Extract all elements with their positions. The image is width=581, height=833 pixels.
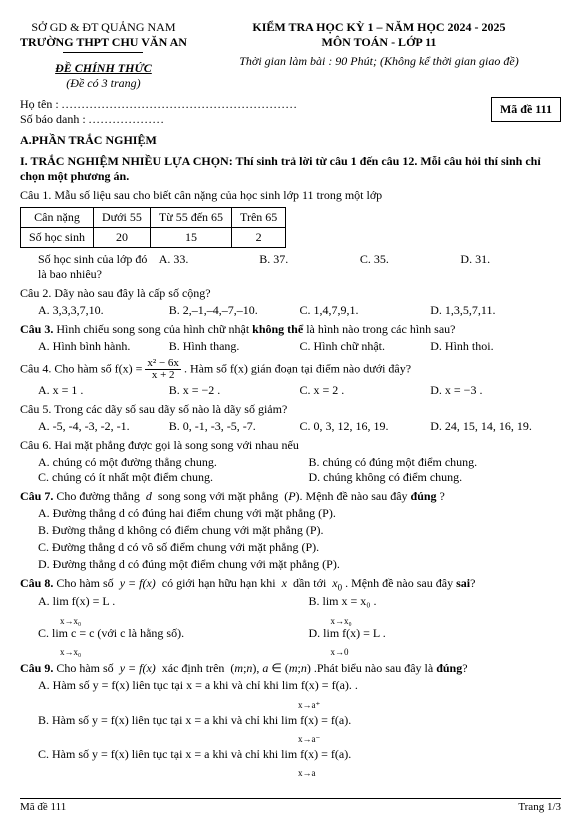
- q1-text: Câu 1. Mẫu số liệu sau cho biết cân nặng…: [20, 188, 561, 203]
- name-row: Mã đề 111 Họ tên : .....................…: [20, 97, 561, 127]
- q5-text: Câu 5. Trong các dãy số sau dãy số nào l…: [20, 402, 561, 417]
- footer: Mã đề 111 Trang 1/3: [20, 798, 561, 813]
- exam-title: KIỂM TRA HỌC KỲ 1 – NĂM HỌC 2024 - 2025: [197, 20, 561, 35]
- q7-text: Câu 7. Cho đường thẳng d song song với m…: [20, 489, 561, 504]
- divider: [63, 52, 143, 53]
- footer-right: Trang 1/3: [518, 801, 561, 813]
- q6-answers: A. chúng có một đường thẳng chung. B. ch…: [20, 455, 561, 470]
- q4-fraction: x² − 6x x + 2: [145, 358, 181, 381]
- id-line: Số báo danh : ...................: [20, 112, 561, 127]
- dept-line: SỞ GD & ĐT QUẢNG NAM: [20, 20, 187, 35]
- exam-code: Mã đề 111: [491, 97, 561, 122]
- q8-row2: C. lim c = c (với c là hằng số).x→x₀ D. …: [20, 626, 561, 657]
- q2-text: Câu 2. Dãy nào sau đây là cấp số cộng?: [20, 286, 561, 301]
- section-a-title: A.PHẦN TRẮC NGHIỆM: [20, 133, 561, 148]
- q8-text: Câu 8. Cho hàm số y = f(x) có giới hạn h…: [20, 576, 561, 592]
- q4-answers: A. x = 1 . B. x = −2 . C. x = 2 . D. x =…: [38, 383, 561, 398]
- official-line: ĐỀ CHÍNH THỨC: [20, 61, 187, 76]
- q9-text: Câu 9. Cho hàm số y = f(x) xác định trên…: [20, 661, 561, 676]
- q2-answers: A. 3,3,3,7,10. B. 2,–1,–4,–7,–10. C. 1,4…: [38, 303, 561, 318]
- q8-row1: A. lim f(x) = L .x→x₀ B. lim x = x₀ .x→x…: [20, 594, 561, 625]
- school-line: TRƯỜNG THPT CHU VĂN AN: [20, 35, 187, 50]
- q3-text: Câu 3. Hình chiếu song song của hình chữ…: [20, 322, 561, 337]
- pages-line: (Đề có 3 trang): [20, 76, 187, 91]
- header-right: KIỂM TRA HỌC KỲ 1 – NĂM HỌC 2024 - 2025 …: [197, 20, 561, 91]
- q1-answers: Số học sinh của lớp đó là bao nhiêu? A. …: [38, 252, 561, 282]
- header-left: SỞ GD & ĐT QUẢNG NAM TRƯỜNG THPT CHU VĂN…: [20, 20, 187, 91]
- section-i-title: I. TRẮC NGHIỆM NHIỀU LỰA CHỌN: Thí sinh …: [20, 154, 561, 184]
- name-line: Họ tên : ...............................…: [20, 97, 561, 112]
- q1-table: Cân nặng Dưới 55 Từ 55 đến 65 Trên 65 Số…: [20, 207, 286, 248]
- q3-answers: A. Hình bình hành. B. Hình thang. C. Hìn…: [38, 339, 561, 354]
- q5-answers: A. -5, -4, -3, -2, -1. B. 0, -1, -3, -5,…: [38, 419, 561, 434]
- q6-text: Câu 6. Hai mặt phẳng được gọi là song so…: [20, 438, 561, 453]
- q4-text: Câu 4. Cho hàm số f(x) = x² − 6x x + 2 .…: [20, 358, 561, 381]
- header: SỞ GD & ĐT QUẢNG NAM TRƯỜNG THPT CHU VĂN…: [20, 20, 561, 91]
- subject-title: MÔN TOÁN - LỚP 11: [197, 35, 561, 50]
- time-line: Thời gian làm bài : 90 Phút; (Không kể t…: [197, 54, 561, 69]
- footer-left: Mã đề 111: [20, 801, 66, 813]
- name-dots: ........................................…: [62, 97, 298, 111]
- id-dots: ...................: [89, 112, 165, 126]
